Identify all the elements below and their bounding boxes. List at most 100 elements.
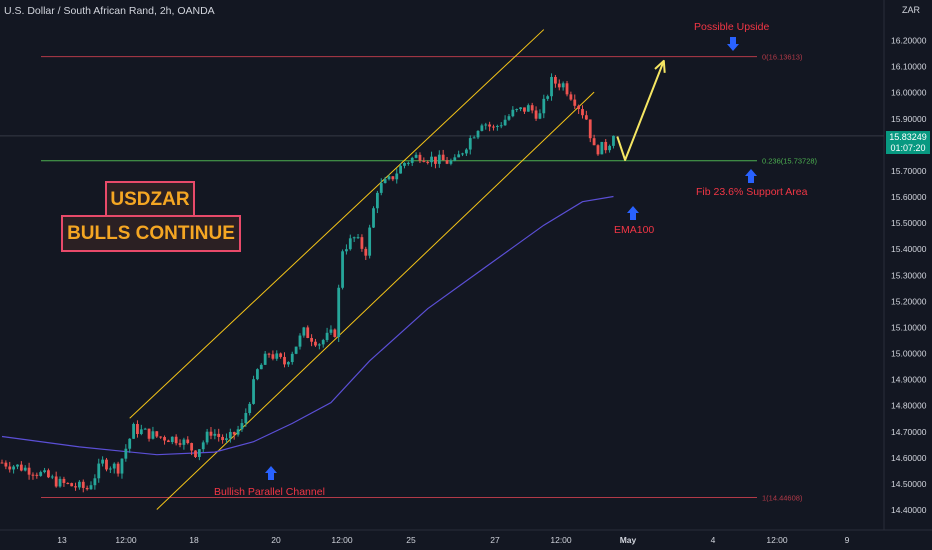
candle-body	[294, 346, 298, 354]
candle-body	[434, 156, 437, 164]
candle-body	[337, 287, 341, 337]
candle-body	[569, 94, 573, 100]
candle-body	[240, 423, 244, 430]
candle	[275, 350, 279, 361]
current-price-badge: 15.83249 01:07:20	[886, 131, 930, 154]
channel-line-lower	[156, 91, 595, 510]
chart-title: U.S. Dollar / South African Rand, 2h, OA…	[4, 5, 215, 17]
candle	[78, 480, 81, 490]
candle-body	[186, 439, 190, 444]
candle	[557, 79, 561, 91]
candle-body	[267, 353, 271, 355]
candle-body	[228, 432, 232, 439]
candle-body	[97, 463, 101, 479]
candles	[0, 73, 615, 493]
candle	[136, 420, 139, 438]
candle	[588, 119, 592, 143]
candle-body	[372, 208, 375, 228]
candle	[58, 476, 62, 488]
candle-body	[159, 436, 163, 438]
candle	[0, 459, 4, 464]
candle-body	[530, 105, 534, 111]
time-tick-label: 25	[406, 535, 416, 545]
candle-body	[232, 432, 236, 435]
candle	[35, 472, 39, 479]
candle	[271, 350, 275, 361]
candle	[66, 482, 70, 485]
candle-body	[54, 476, 58, 487]
candle	[584, 110, 588, 120]
candle-body	[50, 476, 54, 478]
candle	[105, 457, 108, 472]
candle-body	[395, 173, 399, 180]
candle	[348, 234, 352, 251]
candle	[437, 150, 441, 168]
price-tick-label: 15.50000	[891, 218, 927, 228]
candle-body	[120, 458, 124, 474]
candle-body	[348, 238, 352, 250]
candle	[151, 426, 155, 440]
candle	[526, 103, 530, 112]
candle-body	[577, 105, 581, 110]
candle-body	[383, 179, 387, 184]
candle	[546, 94, 550, 101]
candle-body	[391, 176, 395, 180]
candle-body	[39, 472, 43, 476]
price-tick-label: 15.20000	[891, 296, 927, 306]
candle-body	[194, 450, 197, 458]
ema-marker-arrow	[627, 206, 639, 220]
candle	[4, 460, 8, 470]
candle	[85, 485, 89, 491]
candle	[8, 461, 12, 473]
parallel-channel	[129, 29, 595, 510]
candle	[116, 461, 120, 477]
fib-support-marker-arrow	[745, 169, 757, 183]
candle-body	[12, 466, 16, 470]
candle-body	[476, 130, 480, 138]
candle	[244, 408, 248, 427]
candle-body	[236, 429, 240, 435]
candle-body	[457, 154, 461, 158]
candle-body	[387, 176, 391, 180]
candle	[74, 482, 77, 491]
candle	[515, 108, 519, 113]
ema100-line	[1, 195, 614, 456]
candle-body	[503, 119, 507, 126]
candle-body	[468, 138, 472, 150]
candle	[263, 351, 267, 366]
candle	[379, 178, 383, 196]
candle	[81, 479, 85, 493]
candle	[310, 334, 313, 347]
candle	[511, 106, 515, 118]
currency-label: ZAR	[902, 5, 920, 15]
time-tick-label: 12:00	[115, 535, 137, 545]
candle-body	[495, 125, 499, 127]
candle-body	[132, 423, 135, 439]
candle-body	[600, 141, 604, 155]
candle	[492, 124, 495, 131]
candle-body	[523, 107, 526, 112]
candle	[472, 135, 476, 139]
candle	[453, 154, 457, 162]
candle	[93, 474, 97, 490]
candle-body	[74, 486, 77, 488]
fib-retracement: 0(16.13613) 0.236(15.73728) 1(14.44608)	[41, 53, 818, 502]
candle	[283, 352, 286, 368]
candle	[12, 465, 16, 474]
candle	[542, 94, 546, 119]
candle-body	[70, 483, 74, 487]
candle	[167, 439, 170, 443]
candle	[256, 368, 259, 381]
candle	[406, 161, 410, 166]
candle-body	[588, 119, 592, 139]
fib-level-label: 0(16.13613)	[762, 53, 803, 62]
candle-body	[298, 335, 302, 347]
candle	[286, 361, 290, 367]
candle-body	[584, 115, 588, 120]
candle	[197, 449, 201, 461]
channel-line-upper	[129, 29, 545, 419]
time-tick-label: 9	[845, 535, 850, 545]
candle	[495, 124, 499, 131]
